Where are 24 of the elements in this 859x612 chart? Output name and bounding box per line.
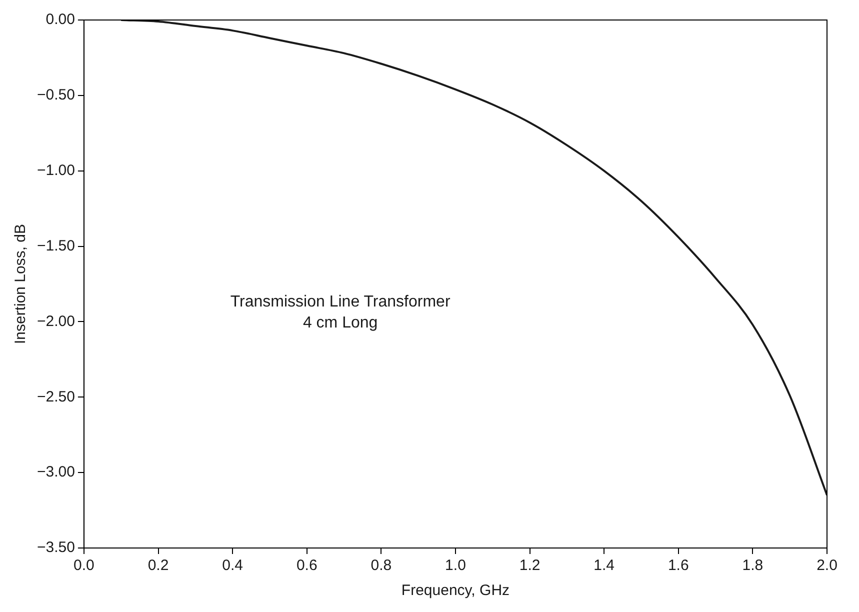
annotation: Transmission Line Transformer <box>230 294 451 311</box>
x-tick-label: 0.6 <box>296 557 318 574</box>
x-tick-label: 1.0 <box>445 557 466 574</box>
y-tick-label: −1.00 <box>36 162 75 179</box>
x-axis-title: Frequency, GHz <box>401 582 510 600</box>
x-tick-label: 1.8 <box>742 557 764 574</box>
y-tick-label: −1.50 <box>36 237 75 254</box>
y-axis-title: Insertion Loss, dB <box>12 224 30 344</box>
x-tick-label: 0.4 <box>222 557 243 574</box>
x-tick-label: 0.0 <box>74 557 94 574</box>
x-tick-label: 2.0 <box>816 557 838 574</box>
x-tick-label: 1.6 <box>668 557 689 574</box>
y-tick-label: −0.50 <box>36 86 75 104</box>
y-tick-label: −3.00 <box>36 464 75 481</box>
y-tick-label: −3.50 <box>36 539 75 556</box>
x-tick-label: 0.2 <box>148 557 169 574</box>
x-tick-label: 1.2 <box>519 557 540 574</box>
annotation: 4 cm Long <box>302 314 378 332</box>
x-tick-label: 1.4 <box>594 557 615 574</box>
y-tick-label: −2.00 <box>36 312 75 330</box>
line-series <box>120 20 827 496</box>
y-tick-label: −2.50 <box>36 388 75 406</box>
x-tick-label: 0.8 <box>370 557 392 574</box>
y-tick-label: 0.00 <box>46 11 75 28</box>
